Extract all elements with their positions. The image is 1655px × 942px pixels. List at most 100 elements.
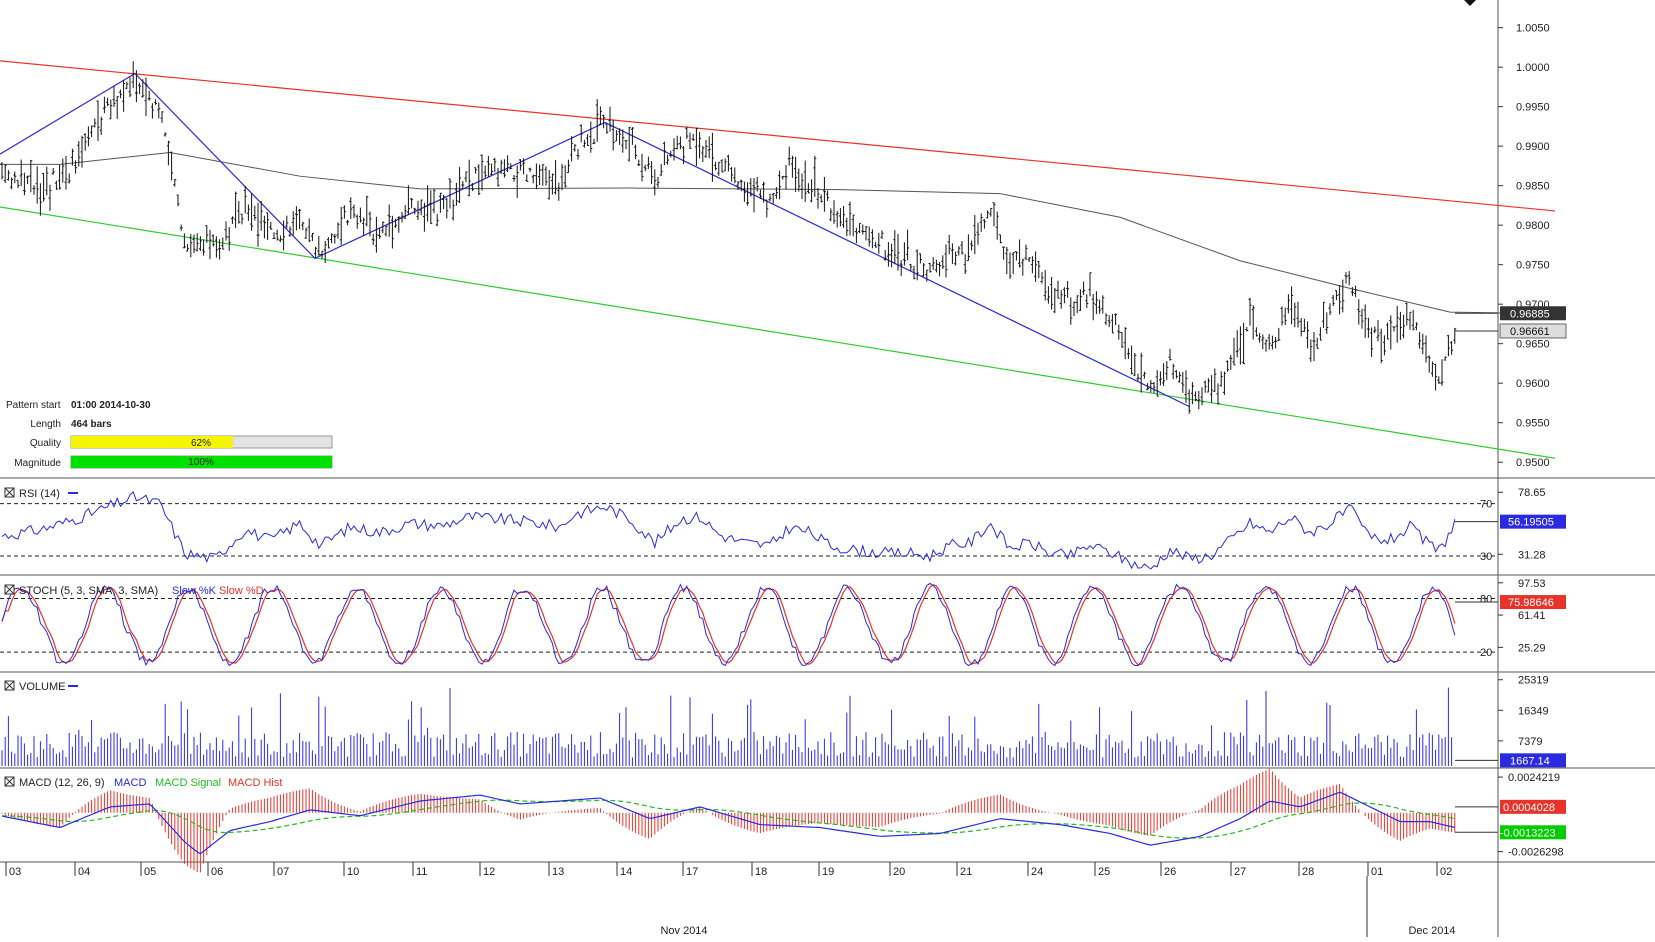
- price-tick-label: 1.0000: [1516, 62, 1550, 74]
- rsi-title: RSI (14): [19, 488, 60, 500]
- x-day-label: 06: [211, 866, 223, 878]
- upper-channel-line: [0, 60, 1556, 212]
- scroll-marker-icon[interactable]: [1464, 0, 1476, 6]
- x-day-label: 05: [144, 866, 156, 878]
- macd-legend-macd: MACD: [114, 777, 146, 789]
- price-current-box: [1499, 323, 1567, 339]
- x-day-label: 26: [1164, 866, 1176, 878]
- price-tick-label: 0.9900: [1516, 141, 1550, 153]
- x-day-label: 07: [277, 866, 289, 878]
- x-day-label: 11: [416, 866, 427, 878]
- price-tick-label: 0.9600: [1516, 378, 1550, 390]
- volume-title: VOLUME: [19, 681, 65, 693]
- x-day-label: 01: [1371, 866, 1383, 878]
- macd-title: MACD (12, 26, 9): [19, 777, 105, 789]
- x-day-label: 21: [960, 866, 972, 878]
- price-tick-label: 0.9950: [1516, 102, 1550, 114]
- quality-value: 62%: [191, 438, 211, 449]
- price-current-value: 0.96661: [1510, 326, 1550, 338]
- macd-current-box: [1500, 799, 1566, 814]
- x-day-label: 17: [686, 866, 698, 878]
- ma-current-box: [1500, 306, 1566, 321]
- macd-line: [1, 791, 1455, 855]
- stoch-d-line: [1, 584, 1456, 666]
- x-month-label: Nov 2014: [660, 925, 707, 937]
- price-panel: 1.0050 1.0000 0.9950 0.9900 0.9850 0.9800 0.97…: [0, 23, 1567, 469]
- rsi-tick-label: 31.28: [1518, 549, 1546, 561]
- price-tick-label: 0.9650: [1516, 339, 1550, 351]
- stoch-legend-d: Slow %D: [219, 585, 264, 597]
- stoch-k-line: [1, 582, 1456, 667]
- volume-tick-label: 7379: [1518, 736, 1542, 748]
- macd-signal-current-box: [1500, 825, 1566, 840]
- volume-current-value: 1667.14: [1510, 755, 1550, 767]
- length-value: 464 bars: [71, 419, 112, 430]
- x-day-label: 28: [1302, 866, 1314, 878]
- price-tick-label: 0.9750: [1516, 260, 1550, 272]
- rsi-line: [1, 491, 1456, 570]
- volume-panel: 25319 16349 7379 1667.14: [1, 675, 1566, 768]
- x-day-label: 02: [1440, 866, 1452, 878]
- rsi-current-value: 56.19505: [1508, 517, 1554, 529]
- moving-average-line: [0, 151, 1556, 315]
- volume-tick-label: 25319: [1518, 675, 1549, 687]
- x-day-label: 27: [1234, 866, 1246, 878]
- x-day-label: 04: [78, 866, 90, 878]
- stoch-current-value: 75.98646: [1508, 597, 1554, 609]
- x-day-label: 18: [755, 866, 767, 878]
- macd-legend-signal: MACD Signal: [155, 777, 221, 789]
- quality-bar-fill: [71, 436, 233, 448]
- macd-title-group: MACD (12, 26, 9) MACD MACD Signal MACD H…: [4, 776, 282, 789]
- rsi-current-box: [1500, 514, 1566, 529]
- macd-signal-current-value: -0.0013223: [1500, 827, 1556, 839]
- stoch-tick-label: 97.53: [1518, 578, 1546, 590]
- quality-label: Quality: [30, 438, 61, 449]
- stoch-level-label: 80: [1480, 593, 1492, 605]
- x-day-label: 24: [1031, 866, 1043, 878]
- x-day-label: 12: [483, 866, 495, 878]
- price-bars: [0, 61, 1457, 414]
- x-day-label: 10: [347, 866, 359, 878]
- magnitude-value: 100%: [188, 457, 214, 468]
- stoch-title: STOCH (5, 3, SMA, 3, SMA): [19, 585, 158, 597]
- stoch-current-box: [1500, 595, 1566, 610]
- macd-tick-label: 0.0024219: [1508, 772, 1560, 784]
- volume-tick-label: 16349: [1518, 705, 1549, 717]
- price-tick-label: 0.9850: [1516, 181, 1550, 193]
- rsi-level-label: 70: [1480, 499, 1492, 511]
- rsi-tick-label: 78.65: [1518, 487, 1546, 499]
- zigzag-line: [0, 72, 1191, 408]
- volume-title-group: VOLUME: [4, 680, 78, 693]
- stoch-tick-label: 61.41: [1518, 610, 1546, 622]
- price-tick-label: 1.0050: [1516, 23, 1550, 35]
- stoch-legend-k: Slow %K: [172, 585, 217, 597]
- x-day-label: 19: [822, 866, 834, 878]
- x-day-label: 13: [552, 866, 564, 878]
- stoch-tick-label: 25.29: [1518, 642, 1546, 654]
- pattern-info: Pattern start 01:00 2014-10-30 Length 46…: [6, 400, 333, 469]
- volume-current-box: [1500, 753, 1566, 768]
- pattern-start-label: Pattern start: [6, 400, 61, 411]
- macd-current-value: 0.0004028: [1503, 802, 1555, 814]
- price-tick-label: 0.9550: [1516, 418, 1550, 430]
- rsi-level-label: 30: [1480, 551, 1492, 563]
- x-day-label: 14: [620, 866, 632, 878]
- stoch-title-group: STOCH (5, 3, SMA, 3, SMA) Slow %K Slow %…: [4, 584, 264, 597]
- rsi-title-group: RSI (14): [4, 487, 78, 500]
- x-month-label: Dec 2014: [1408, 925, 1455, 937]
- rsi-panel: 70 30 78.65 31.28 56.19505: [0, 487, 1566, 570]
- x-day-label: 20: [893, 866, 905, 878]
- lower-channel-line: [0, 206, 1556, 459]
- macd-panel: 0.0024219 -0.0026298 0.0004028 -0.0013223: [1, 768, 1566, 873]
- x-day-label: 03: [9, 866, 21, 878]
- price-tick-label: 0.9500: [1516, 457, 1550, 469]
- x-day-label: 25: [1098, 866, 1110, 878]
- magnitude-label: Magnitude: [14, 458, 61, 469]
- macd-tick-label: -0.0026298: [1508, 847, 1564, 859]
- price-tick-label: 0.9800: [1516, 220, 1550, 232]
- stoch-panel: 80 20 97.53 61.41 25.29 75.98646: [0, 578, 1566, 667]
- magnitude-bar-fill: [71, 456, 332, 468]
- ma-current-value: 0.96885: [1510, 308, 1550, 320]
